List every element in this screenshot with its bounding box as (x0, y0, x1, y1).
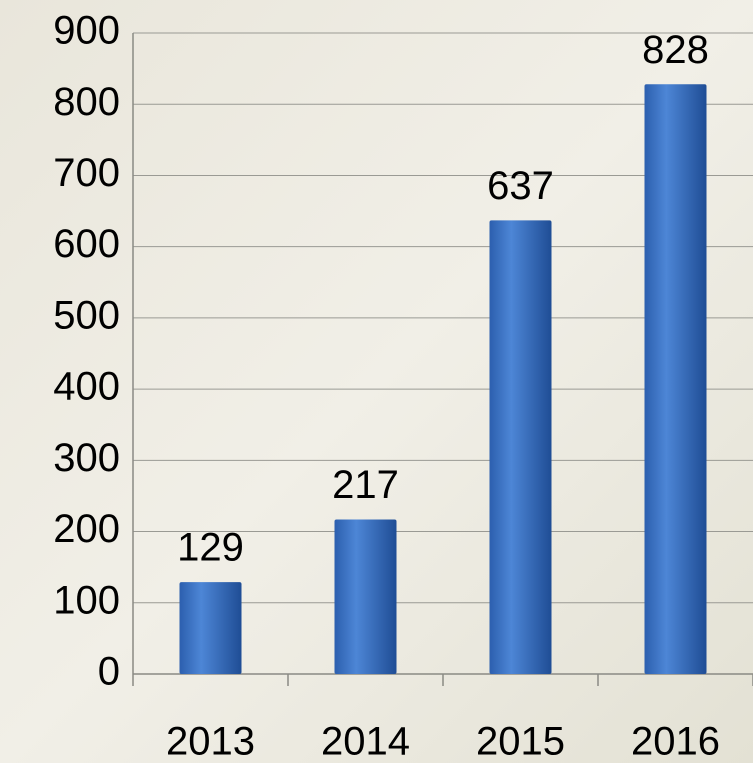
y-tick-label: 300 (53, 436, 120, 480)
data-label: 217 (332, 463, 399, 507)
x-tick-label: 2016 (631, 720, 720, 763)
y-tick-label: 800 (53, 80, 120, 124)
y-tick-label: 200 (53, 507, 120, 551)
x-tick-label: 2015 (476, 720, 565, 763)
data-label: 828 (642, 28, 709, 72)
y-tick-label: 500 (53, 293, 120, 337)
y-tick-label: 600 (53, 222, 120, 266)
bar (489, 220, 552, 674)
bar (644, 84, 707, 674)
bar (334, 519, 397, 674)
data-label: 637 (487, 164, 554, 208)
bar (179, 582, 242, 674)
y-tick-label: 700 (53, 151, 120, 195)
x-tick-label: 2014 (321, 720, 410, 763)
y-tick-label: 0 (98, 650, 120, 694)
data-label: 129 (177, 526, 244, 570)
y-tick-label: 400 (53, 365, 120, 409)
x-tick-label: 2013 (166, 720, 255, 763)
y-tick-label: 900 (53, 9, 120, 53)
y-tick-label: 100 (53, 578, 120, 622)
